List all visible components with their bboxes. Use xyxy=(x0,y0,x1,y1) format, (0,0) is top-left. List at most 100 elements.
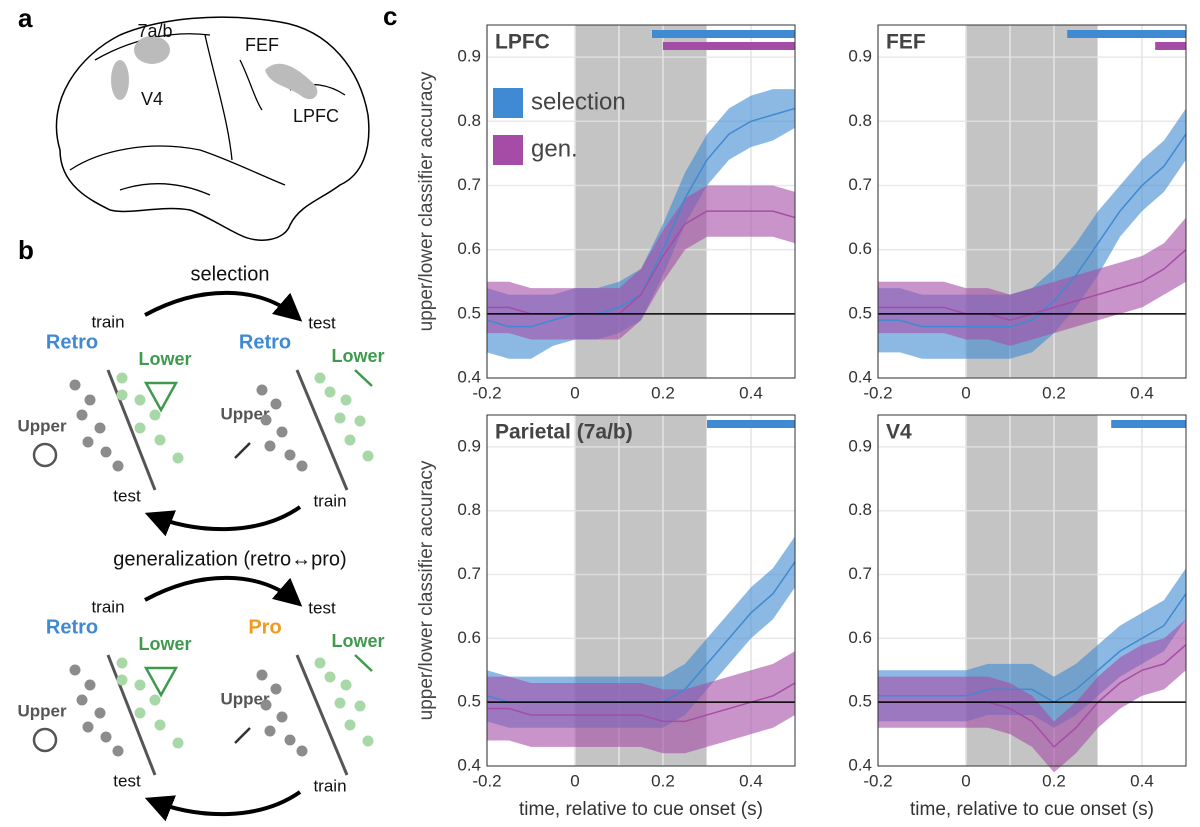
dot xyxy=(172,452,184,464)
dot xyxy=(362,450,374,462)
significance-bar xyxy=(1155,42,1186,50)
dot xyxy=(260,414,272,426)
dot xyxy=(76,694,88,706)
area-label: V4 xyxy=(141,89,163,109)
x-tick-label: 0 xyxy=(961,383,970,402)
arrow xyxy=(144,290,303,322)
dot xyxy=(94,422,106,434)
dot xyxy=(82,436,94,448)
dot xyxy=(264,725,276,737)
chart-title: V4 xyxy=(886,421,912,444)
diagram-text: test xyxy=(308,313,336,332)
dot xyxy=(340,679,352,691)
y-tick-label: 0.4 xyxy=(848,755,872,774)
dot xyxy=(314,372,326,384)
dot xyxy=(284,734,296,746)
diagram-text: Lower xyxy=(138,634,191,654)
y-tick-label: 0.5 xyxy=(848,303,872,322)
dot xyxy=(100,446,112,458)
diagram-text: Lower xyxy=(331,346,384,366)
bar-stim xyxy=(354,654,373,672)
x-tick-label: 0.2 xyxy=(1042,383,1066,402)
dot xyxy=(69,379,81,391)
dot xyxy=(334,697,346,709)
y-tick-label: 0.6 xyxy=(457,628,481,647)
dot xyxy=(112,460,124,472)
dot xyxy=(334,412,346,424)
y-tick-label: 0.9 xyxy=(457,47,481,66)
bar-stim xyxy=(234,727,251,744)
axes-frame xyxy=(486,414,796,767)
y-axis-label: upper/lower classifier accuracy xyxy=(416,460,437,720)
area-lpfc xyxy=(265,63,318,100)
y-tick-label: 0.9 xyxy=(848,47,872,66)
diagram-text: Lower xyxy=(331,631,384,651)
legend-label: selection xyxy=(531,88,626,115)
diagram-text: train xyxy=(313,776,346,795)
axes-frame xyxy=(486,24,796,379)
dot xyxy=(69,664,81,676)
legend-swatch xyxy=(493,135,523,165)
x-tick-label: 0.4 xyxy=(739,383,763,402)
x-tick-label: 0.2 xyxy=(1042,771,1066,790)
diagram-text: test xyxy=(308,598,336,617)
dot xyxy=(94,707,106,719)
dot xyxy=(324,386,336,398)
x-tick-label: -0.2 xyxy=(863,771,892,790)
dot xyxy=(76,409,88,421)
dot xyxy=(100,731,112,743)
diagram-text: Retro xyxy=(239,331,291,353)
bar-stim xyxy=(354,369,373,387)
dot xyxy=(324,671,336,683)
x-tick-label: 0.2 xyxy=(651,771,675,790)
divider xyxy=(106,369,157,491)
significance-bar xyxy=(652,30,795,38)
bar-stim xyxy=(234,442,251,459)
error-band xyxy=(487,536,795,728)
error-band xyxy=(878,619,1186,773)
dot xyxy=(296,460,308,472)
dot xyxy=(149,694,161,706)
dot xyxy=(154,434,166,446)
diagram-text: Upper xyxy=(220,404,270,423)
y-tick-label: 0.8 xyxy=(457,500,481,519)
y-tick-label: 0.8 xyxy=(848,111,872,130)
y-tick-label: 0.9 xyxy=(457,436,481,455)
triangle xyxy=(143,666,179,698)
circle-stim xyxy=(32,442,58,468)
divider xyxy=(106,654,157,776)
diagram-text: Upper xyxy=(17,701,67,720)
mean-line xyxy=(878,593,1187,704)
significance-bar xyxy=(663,42,795,50)
dot xyxy=(314,657,326,669)
area-v4 xyxy=(111,60,129,100)
y-tick-label: 0.4 xyxy=(457,755,481,774)
dot xyxy=(284,449,296,461)
x-tick-label: 0.4 xyxy=(1130,383,1154,402)
y-axis-label: upper/lower classifier accuracy xyxy=(416,71,437,331)
x-axis-label: time, relative to cue onset (s) xyxy=(910,799,1154,820)
dot xyxy=(134,394,146,406)
y-tick-label: 0.6 xyxy=(457,239,481,258)
panel-label: c xyxy=(383,1,397,31)
dot xyxy=(276,711,288,723)
y-tick-label: 0.5 xyxy=(457,692,481,711)
circle-stim xyxy=(32,727,58,753)
dot xyxy=(116,389,128,401)
diagram-text: train xyxy=(91,597,124,616)
x-tick-label: 0 xyxy=(570,771,579,790)
y-tick-label: 0.4 xyxy=(457,367,481,386)
y-tick-label: 0.5 xyxy=(848,692,872,711)
dot xyxy=(134,422,146,434)
dot xyxy=(354,415,366,427)
significance-bar xyxy=(1111,420,1186,428)
diagram-text: train xyxy=(313,491,346,510)
x-tick-label: 0 xyxy=(961,771,970,790)
axes-frame xyxy=(877,414,1187,767)
area-label: LPFC xyxy=(293,106,339,126)
arrow xyxy=(144,505,302,537)
area-label: 7a/b xyxy=(137,21,172,41)
chart-title: Parietal (7a/b) xyxy=(495,421,633,444)
area-label: FEF xyxy=(245,35,279,55)
